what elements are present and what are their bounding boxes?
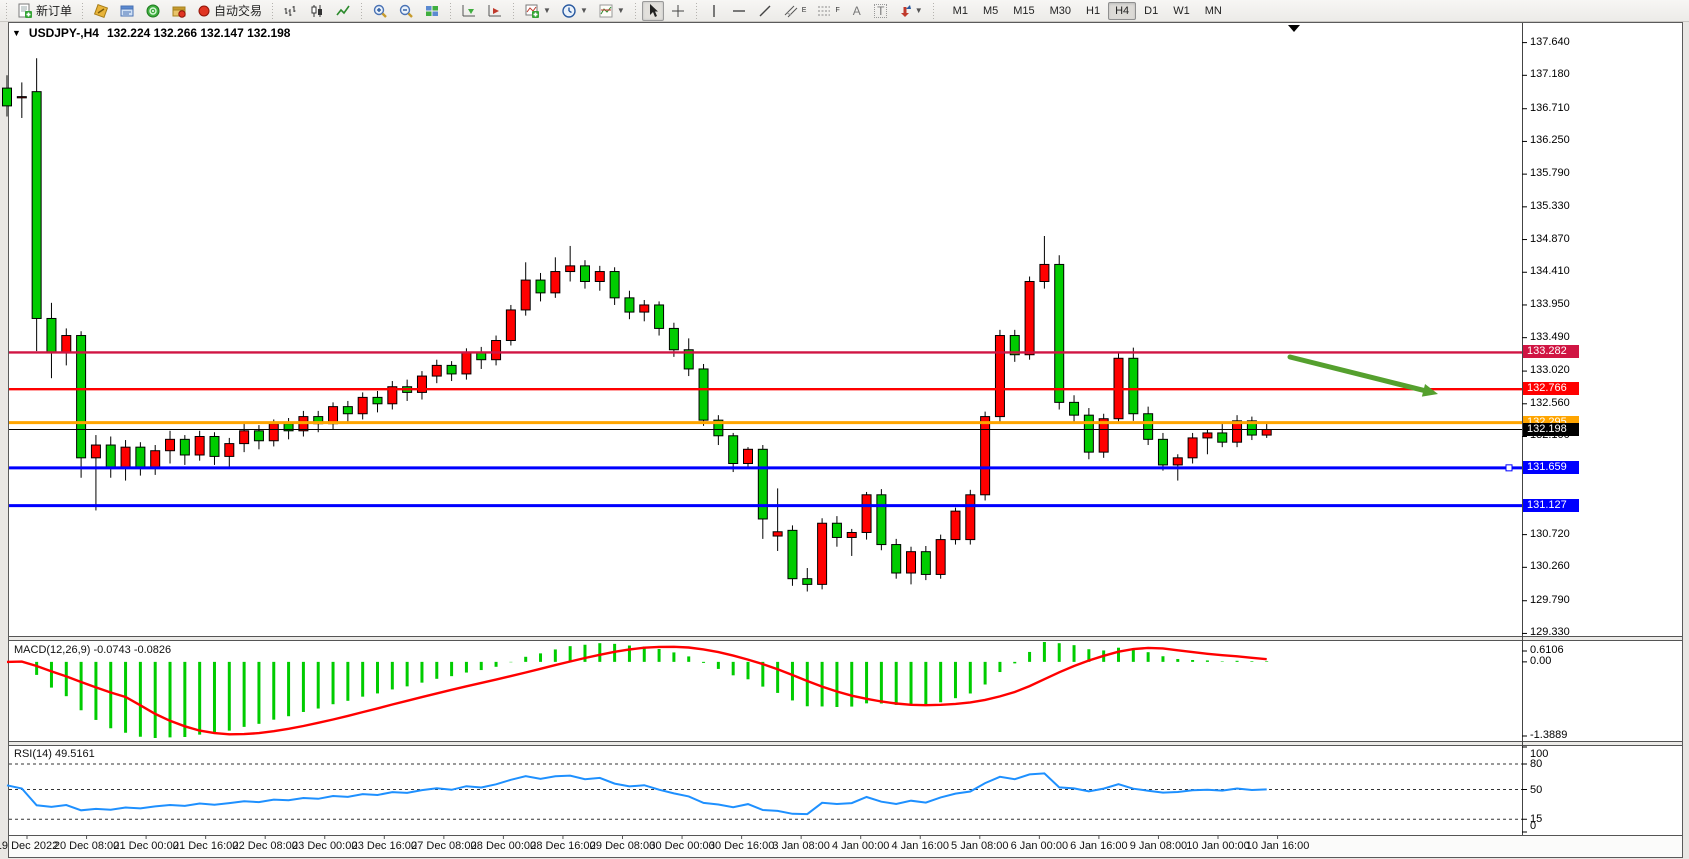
- auto-trading-button[interactable]: 自动交易: [193, 1, 266, 21]
- candlestick-button[interactable]: [305, 1, 329, 21]
- timeframe-h1[interactable]: H1: [1086, 4, 1101, 17]
- chevron-down-icon[interactable]: ▼: [12, 28, 21, 38]
- new-order-label: 新订单: [36, 4, 73, 18]
- navigator-button[interactable]: [141, 1, 165, 21]
- data-window-button[interactable]: [115, 1, 139, 21]
- auto-trading-icon: [198, 5, 210, 16]
- new-order-icon: [18, 3, 32, 18]
- zoom-in-button[interactable]: [368, 1, 392, 21]
- toolbar-grip[interactable]: [80, 2, 86, 19]
- profiles-button[interactable]: ▼: [557, 1, 592, 21]
- label-button[interactable]: T: [870, 1, 892, 21]
- auto-scroll-icon: [462, 4, 476, 16]
- chart-window[interactable]: [8, 22, 1683, 858]
- fibonacci-icon: [818, 6, 831, 15]
- arrows-icon: [900, 4, 911, 17]
- new-order-button[interactable]: 新订单: [13, 1, 76, 21]
- zoom-out-button[interactable]: [394, 1, 418, 21]
- fibonacci-tool-tag: F: [835, 7, 840, 14]
- market-watch-icon: [93, 3, 109, 18]
- symbol-period-label: USDJPY-,H4: [28, 26, 99, 40]
- toolbar-grip[interactable]: [930, 2, 936, 19]
- indicators-button[interactable]: ▼: [594, 1, 629, 21]
- date-axis[interactable]: [9, 836, 1682, 857]
- trendline-button[interactable]: [753, 1, 777, 21]
- cursor-icon: [649, 4, 658, 17]
- market-watch-button[interactable]: [89, 1, 113, 21]
- toolbar-grip[interactable]: [632, 2, 638, 19]
- horizontal-line-button[interactable]: [727, 1, 751, 21]
- timeframe-m1[interactable]: M1: [952, 4, 968, 17]
- vertical-line-button[interactable]: [703, 1, 725, 21]
- toolbar: 新订单 自动交易: [0, 0, 1689, 22]
- chart-shift-icon: [488, 4, 502, 16]
- cursor-button[interactable]: [641, 0, 664, 21]
- terminal-button[interactable]: [167, 1, 191, 21]
- terminal-icon: [172, 6, 186, 18]
- line-chart-button[interactable]: [331, 1, 355, 21]
- new-chart-icon: [525, 4, 540, 18]
- timeframe-m30[interactable]: M30: [1049, 4, 1072, 17]
- line-chart-icon: [336, 5, 350, 15]
- toolbar-grip[interactable]: [448, 2, 454, 19]
- chevron-down-icon: ▼: [914, 5, 923, 15]
- indicators-icon: [599, 4, 613, 17]
- ohlc-values: 132.224 132.266 132.147 132.198: [106, 26, 291, 40]
- crosshair-button[interactable]: [666, 1, 690, 21]
- chart-shift-button[interactable]: [483, 1, 507, 21]
- timeframe-d1[interactable]: D1: [1144, 4, 1159, 17]
- chevron-down-icon: ▼: [543, 5, 551, 15]
- label-tool-icon: T: [874, 3, 888, 18]
- tile-windows-icon: [426, 5, 439, 16]
- vertical-line-icon: [713, 4, 715, 17]
- auto-trading-label: 自动交易: [214, 4, 263, 18]
- timeframe-m15[interactable]: M15: [1013, 4, 1035, 17]
- toolbar-grip[interactable]: [4, 2, 9, 19]
- chevron-down-icon: ▼: [616, 5, 625, 15]
- navigator-icon: [146, 4, 160, 17]
- timeframe-m5[interactable]: M5: [982, 4, 999, 17]
- candlestick-icon: [311, 4, 323, 17]
- timeframe-h4[interactable]: H4: [1108, 1, 1137, 20]
- timeframe-w1[interactable]: W1: [1173, 4, 1190, 17]
- crosshair-icon: [671, 4, 684, 17]
- timeframe-mn[interactable]: MN: [1204, 4, 1222, 17]
- chevron-down-icon: ▼: [579, 5, 588, 15]
- bar-chart-button[interactable]: [279, 1, 303, 21]
- channel-tool-tag: E: [801, 7, 807, 14]
- data-window-icon: [120, 5, 134, 16]
- toolbar-grip[interactable]: [693, 2, 699, 19]
- trendline-icon: [759, 5, 771, 16]
- channel-icon: [784, 5, 798, 17]
- new-chart-button[interactable]: ▼: [520, 1, 555, 21]
- toolbar-grip[interactable]: [359, 2, 365, 19]
- zoom-in-icon: [373, 4, 387, 18]
- toolbar-grip[interactable]: [511, 2, 517, 19]
- arrows-button[interactable]: ▼: [894, 1, 927, 21]
- text-tool-icon: A: [852, 3, 861, 18]
- auto-scroll-button[interactable]: [457, 1, 481, 21]
- chart-title: ▼ USDJPY-,H4 132.224 132.266 132.147 132…: [12, 26, 290, 40]
- toolbar-grip[interactable]: [270, 2, 276, 19]
- zoom-out-icon: [399, 4, 413, 18]
- clock-icon: [562, 3, 576, 18]
- horizontal-line-icon: [732, 9, 745, 12]
- channel-button[interactable]: E: [779, 1, 811, 21]
- fibonacci-button[interactable]: F: [812, 1, 843, 21]
- bar-chart-icon: [284, 5, 296, 16]
- tile-windows-button[interactable]: [420, 1, 444, 21]
- text-button[interactable]: A: [846, 1, 868, 21]
- timeframe-toolbar: M1 M5 M15 M30 H1 H4 D1 W1 MN: [946, 1, 1229, 20]
